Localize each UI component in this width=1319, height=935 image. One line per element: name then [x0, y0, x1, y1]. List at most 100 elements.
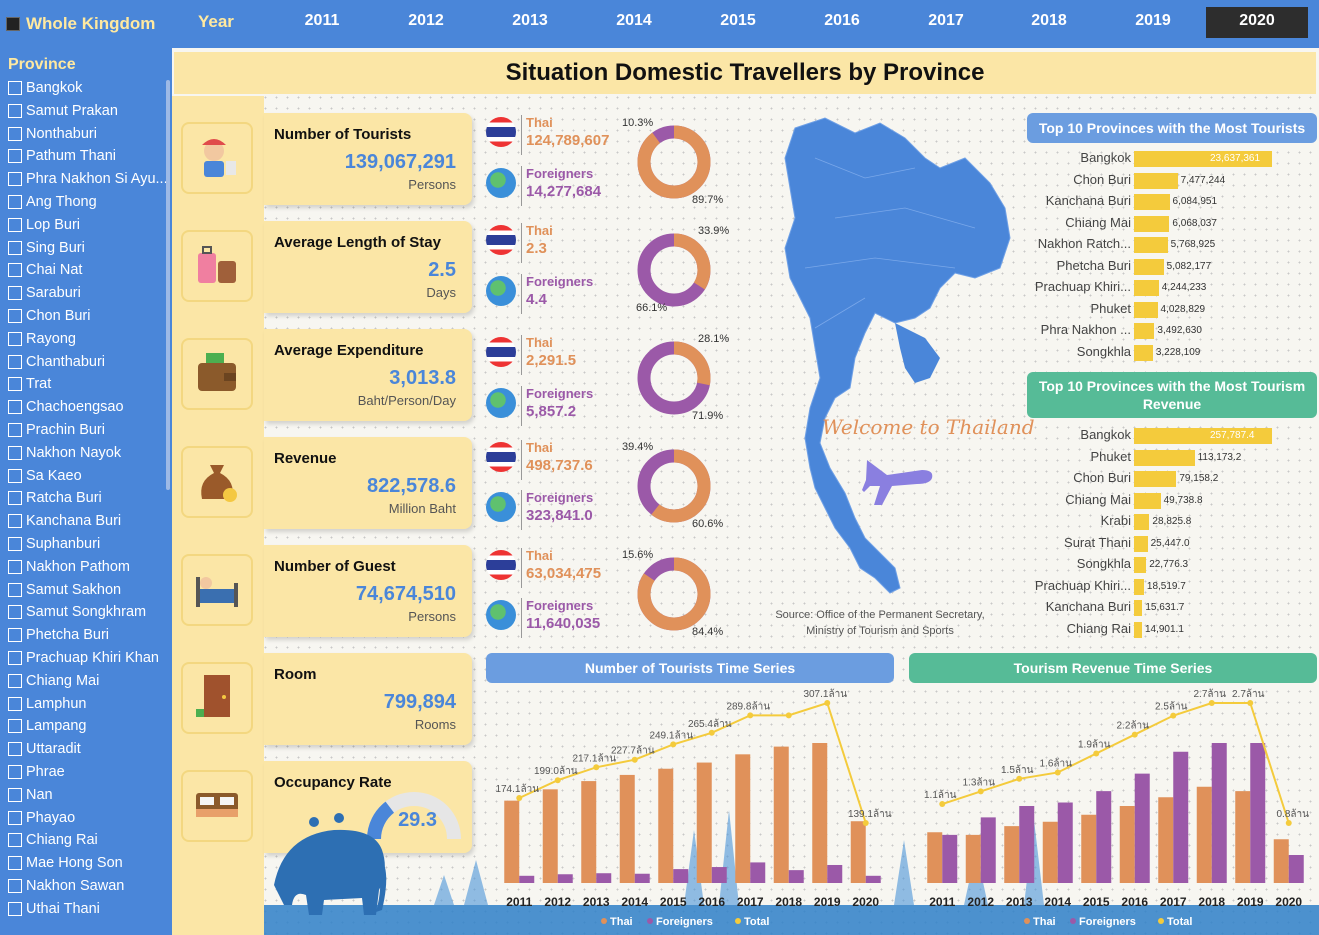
- total-data-label: 0.8ล้าน: [1277, 808, 1310, 820]
- province-bar: [1134, 301, 1158, 318]
- province-value: 5,082,177: [1166, 260, 1212, 272]
- share-donut: [637, 557, 711, 631]
- map-gulf-coast: [895, 323, 940, 383]
- province-item[interactable]: Nakhon Nayok: [8, 445, 168, 461]
- province-item[interactable]: Chiang Mai: [8, 673, 168, 689]
- gauge-fill: [367, 801, 395, 840]
- year-2017-button[interactable]: 2017: [928, 12, 964, 29]
- whole-kingdom-toggle[interactable]: Whole Kingdom: [6, 8, 166, 40]
- map-shape: [784, 117, 1011, 594]
- checkbox-icon: [8, 217, 22, 232]
- legend-marker: [735, 918, 741, 924]
- foreigners-value: 5,857.2: [526, 403, 577, 420]
- province-label: Lop Buri: [26, 216, 81, 233]
- province-item[interactable]: Chachoengsao: [8, 399, 168, 415]
- province-item[interactable]: Phayao: [8, 810, 168, 826]
- metric-label: Average Expenditure: [274, 342, 424, 359]
- province-item[interactable]: Uthai Thani: [8, 901, 168, 917]
- sidebar-scrollbar[interactable]: [166, 80, 170, 490]
- province-item[interactable]: Phra Nakhon Si Ayu...: [8, 171, 168, 187]
- checkbox-icon: [8, 605, 22, 620]
- total-point: [1131, 731, 1138, 738]
- thai-value: 63,034,475: [526, 565, 602, 582]
- skyline-ground: [264, 905, 1319, 935]
- legend-marker: [647, 918, 653, 924]
- province-item[interactable]: Suphanburi: [8, 536, 168, 552]
- province-item[interactable]: Nakhon Pathom: [8, 559, 168, 575]
- x-tick-label: 2013: [1006, 895, 1033, 909]
- province-item[interactable]: Nonthaburi: [8, 126, 168, 142]
- province-item[interactable]: Mae Hong Son: [8, 855, 168, 871]
- province-item[interactable]: Prachin Buri: [8, 422, 168, 438]
- year-2015-button[interactable]: 2015: [720, 12, 756, 29]
- legend-label: Foreigners: [1079, 916, 1136, 928]
- province-item[interactable]: Prachuap Khiri Khan: [8, 650, 168, 666]
- province-bar: [1134, 557, 1147, 573]
- bar-thai: [542, 789, 558, 883]
- province-item[interactable]: Lamphun: [8, 696, 168, 712]
- checkbox-icon: [8, 491, 22, 506]
- province-label: Samut Prakan: [26, 102, 118, 119]
- total-point: [1054, 769, 1061, 776]
- x-tick-label: 2017: [737, 895, 764, 909]
- divider: [521, 335, 522, 375]
- province-item[interactable]: Lampang: [8, 718, 168, 734]
- province-name: Phuket: [1090, 448, 1131, 464]
- province-item[interactable]: Chanthaburi: [8, 354, 168, 370]
- x-tick-label: 2020: [1275, 895, 1302, 909]
- province-item[interactable]: Sing Buri: [8, 240, 168, 256]
- province-item[interactable]: Phetcha Buri: [8, 627, 168, 643]
- province-item[interactable]: Ratcha Buri: [8, 490, 168, 506]
- province-name: Kanchana Buri: [1045, 193, 1131, 208]
- province-label: Samut Sakhon: [26, 581, 122, 598]
- thai-value: 498,737.6: [526, 457, 593, 474]
- bar-thai: [1081, 814, 1097, 883]
- province-item[interactable]: Chai Nat: [8, 262, 168, 278]
- thai-flag-icon: [486, 442, 516, 472]
- province-value: 257,787.4: [1210, 430, 1255, 441]
- province-name: Prachuap Khiri...: [1034, 577, 1131, 593]
- total-point: [670, 741, 677, 748]
- province-item[interactable]: Nakhon Sawan: [8, 878, 168, 894]
- year-2012-button[interactable]: 2012: [408, 12, 444, 29]
- province-item[interactable]: Nan: [8, 787, 168, 803]
- province-item[interactable]: Trat: [8, 376, 168, 392]
- total-point: [631, 756, 638, 763]
- foreigners-value: 11,640,035: [526, 615, 601, 632]
- year-2014-button[interactable]: 2014: [616, 12, 652, 29]
- province-item[interactable]: Saraburi: [8, 285, 168, 301]
- province-item[interactable]: Samut Prakan: [8, 103, 168, 119]
- province-label: Uthai Thani: [26, 900, 100, 917]
- year-2013-button[interactable]: 2013: [512, 12, 548, 29]
- province-item[interactable]: Kanchana Buri: [8, 513, 168, 529]
- province-item[interactable]: Samut Songkhram: [8, 604, 168, 620]
- province-bar: [1134, 492, 1161, 509]
- year-2011-button[interactable]: 2011: [304, 12, 340, 29]
- province-item[interactable]: Samut Sakhon: [8, 582, 168, 598]
- year-2020-button[interactable]: 2020: [1206, 7, 1308, 38]
- province-name: Prachuap Khiri...: [1034, 279, 1131, 294]
- legend-label: Thai: [610, 916, 633, 928]
- year-2018-button[interactable]: 2018: [1031, 12, 1067, 29]
- divider: [521, 548, 522, 588]
- province-item[interactable]: Phrae: [8, 764, 168, 780]
- divider: [521, 440, 522, 480]
- province-item[interactable]: Pathum Thani: [8, 148, 168, 164]
- province-bar: [1134, 151, 1272, 167]
- province-item[interactable]: Chiang Rai: [8, 832, 168, 848]
- money-bag-icon: [192, 455, 242, 510]
- province-item[interactable]: Chon Buri: [8, 308, 168, 324]
- province-name: Kanchana Buri: [1045, 599, 1131, 614]
- total-data-label: 1.1ล้าน: [924, 789, 957, 801]
- x-tick-label: 2012: [967, 895, 994, 909]
- province-item[interactable]: Rayong: [8, 331, 168, 347]
- province-item[interactable]: Lop Buri: [8, 217, 168, 233]
- province-bar: [1134, 621, 1142, 638]
- year-2016-button[interactable]: 2016: [824, 12, 860, 29]
- year-2019-button[interactable]: 2019: [1135, 12, 1171, 29]
- province-item[interactable]: Bangkok: [8, 80, 168, 96]
- province-label: Nan: [26, 786, 53, 803]
- province-item[interactable]: Sa Kaeo: [8, 468, 168, 484]
- province-item[interactable]: Uttaradit: [8, 741, 168, 757]
- province-item[interactable]: Ang Thong: [8, 194, 168, 210]
